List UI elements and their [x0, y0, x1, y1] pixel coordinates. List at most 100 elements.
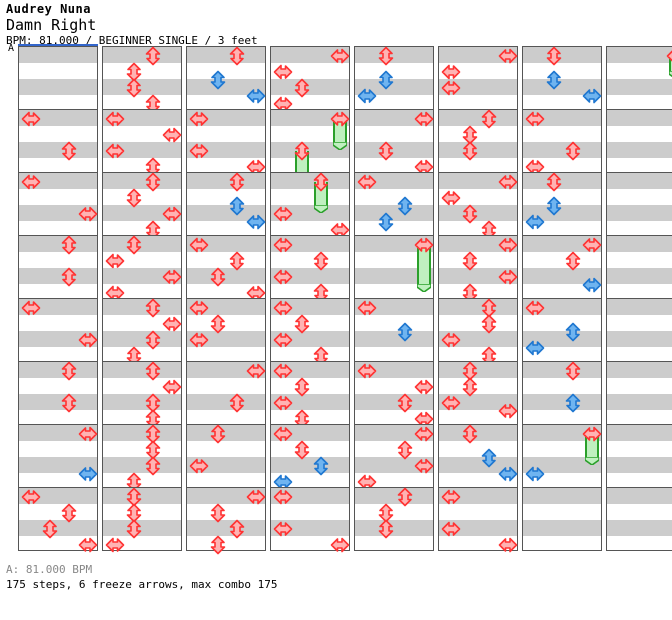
measure: [102, 361, 182, 429]
quarter-note-arrow-down-icon: [208, 503, 228, 523]
measure: [186, 46, 266, 110]
quarter-note-arrow-left-icon: [441, 393, 461, 413]
eighth-note-arrow-down-icon: [376, 212, 396, 232]
eighth-note-arrow-down-icon: [544, 70, 564, 90]
measure: [438, 361, 518, 425]
measure: [438, 109, 518, 173]
measure: [438, 424, 518, 488]
quarter-note-arrow-up-icon: [143, 298, 163, 318]
measure: [186, 361, 266, 425]
measure: [522, 361, 602, 425]
quarter-note-arrow-up-icon: [395, 487, 415, 507]
measure: [438, 46, 518, 110]
quarter-note-arrow-up-icon: [143, 46, 163, 66]
quarter-note-arrow-right-icon: [246, 283, 266, 303]
quarter-note-arrow-right-icon: [414, 157, 434, 177]
measure: [606, 424, 672, 488]
bpm-accent-bar: [18, 44, 98, 46]
measure: [270, 424, 350, 490]
quarter-note-arrow-down-icon: [376, 503, 396, 523]
chart-header: Audrey Nuna Damn Right BPM: 81.000 / BEG…: [6, 2, 666, 47]
eighth-note-arrow-right-icon: [246, 212, 266, 232]
quarter-note-arrow-left-icon: [21, 487, 41, 507]
quarter-note-arrow-left-icon: [525, 298, 545, 318]
quarter-note-arrow-left-icon: [357, 361, 377, 381]
quarter-note-arrow-right-icon: [162, 204, 182, 224]
quarter-note-arrow-up-icon: [395, 393, 415, 413]
freeze-arrow-head-right-icon: [414, 235, 434, 255]
quarter-note-arrow-right-icon: [78, 204, 98, 224]
quarter-note-arrow-right-icon: [330, 46, 350, 66]
freeze-arrow-head-up-icon: [311, 172, 331, 192]
quarter-note-arrow-down-icon: [460, 204, 480, 224]
measure: [522, 46, 602, 110]
quarter-note-arrow-right-icon: [246, 361, 266, 381]
quarter-note-arrow-up-icon: [227, 393, 247, 413]
freeze-arrow-head-down-icon: [292, 141, 312, 161]
quarter-note-arrow-up-icon: [227, 46, 247, 66]
measure: [438, 235, 518, 303]
chart-column: [102, 46, 182, 553]
chart-column: [18, 46, 98, 553]
quarter-note-arrow-right-icon: [162, 267, 182, 287]
quarter-note-arrow-down-icon: [124, 487, 144, 507]
quarter-note-arrow-up-icon: [479, 314, 499, 334]
eighth-note-arrow-right-icon: [582, 86, 602, 106]
quarter-note-arrow-up-icon: [143, 456, 163, 476]
eighth-note-arrow-left-icon: [357, 86, 377, 106]
eighth-note-arrow-up-icon: [311, 456, 331, 476]
quarter-note-arrow-left-icon: [273, 424, 293, 444]
quarter-note-arrow-up-icon: [59, 361, 79, 381]
eighth-note-arrow-left-icon: [525, 212, 545, 232]
quarter-note-arrow-down-icon: [544, 172, 564, 192]
quarter-note-arrow-up-icon: [227, 519, 247, 539]
measure: [186, 109, 266, 175]
freeze-arrow-head-right-icon: [582, 424, 602, 444]
measure: [18, 235, 98, 299]
chart-column: [186, 46, 266, 555]
quarter-note-arrow-left-icon: [21, 109, 41, 129]
eighth-note-arrow-left-icon: [273, 472, 293, 492]
quarter-note-arrow-up-icon: [227, 172, 247, 192]
measure: [18, 424, 98, 488]
measure: [606, 109, 672, 173]
measure: [354, 361, 434, 427]
quarter-note-arrow-right-icon: [246, 157, 266, 177]
eighth-note-arrow-right-icon: [246, 86, 266, 106]
quarter-note-arrow-left-icon: [441, 62, 461, 82]
measure: [270, 235, 350, 303]
quarter-note-arrow-right-icon: [414, 409, 434, 429]
measure: [18, 109, 98, 173]
start-marker-label: A: [8, 43, 15, 54]
quarter-note-arrow-right-icon: [162, 125, 182, 145]
quarter-note-arrow-left-icon: [105, 251, 125, 271]
measure: [522, 235, 602, 299]
quarter-note-arrow-right-icon: [162, 314, 182, 334]
quarter-note-arrow-right-icon: [246, 487, 266, 507]
quarter-note-arrow-left-icon: [105, 141, 125, 161]
quarter-note-arrow-down-icon: [460, 377, 480, 397]
quarter-note-arrow-left-icon: [189, 235, 209, 255]
quarter-note-arrow-left-icon: [357, 298, 377, 318]
chart-column: [606, 46, 672, 551]
quarter-note-arrow-down-icon: [124, 503, 144, 523]
measure: [606, 235, 672, 299]
measure: [186, 235, 266, 301]
freeze-arrow-body: [417, 245, 431, 292]
quarter-note-arrow-left-icon: [441, 519, 461, 539]
quarter-note-arrow-right-icon: [414, 424, 434, 444]
quarter-note-arrow-down-icon: [292, 314, 312, 334]
eighth-note-arrow-up-icon: [563, 322, 583, 342]
measure: [102, 235, 182, 301]
quarter-note-arrow-left-icon: [189, 141, 209, 161]
quarter-note-arrow-left-icon: [21, 298, 41, 318]
quarter-note-arrow-up-icon: [59, 267, 79, 287]
quarter-note-arrow-up-icon: [311, 251, 331, 271]
eighth-note-arrow-up-icon: [395, 322, 415, 342]
measure: [354, 46, 434, 110]
quarter-note-arrow-left-icon: [105, 109, 125, 129]
eighth-note-arrow-up-icon: [395, 196, 415, 216]
quarter-note-arrow-down-icon: [124, 519, 144, 539]
song-title: Damn Right: [6, 16, 97, 34]
